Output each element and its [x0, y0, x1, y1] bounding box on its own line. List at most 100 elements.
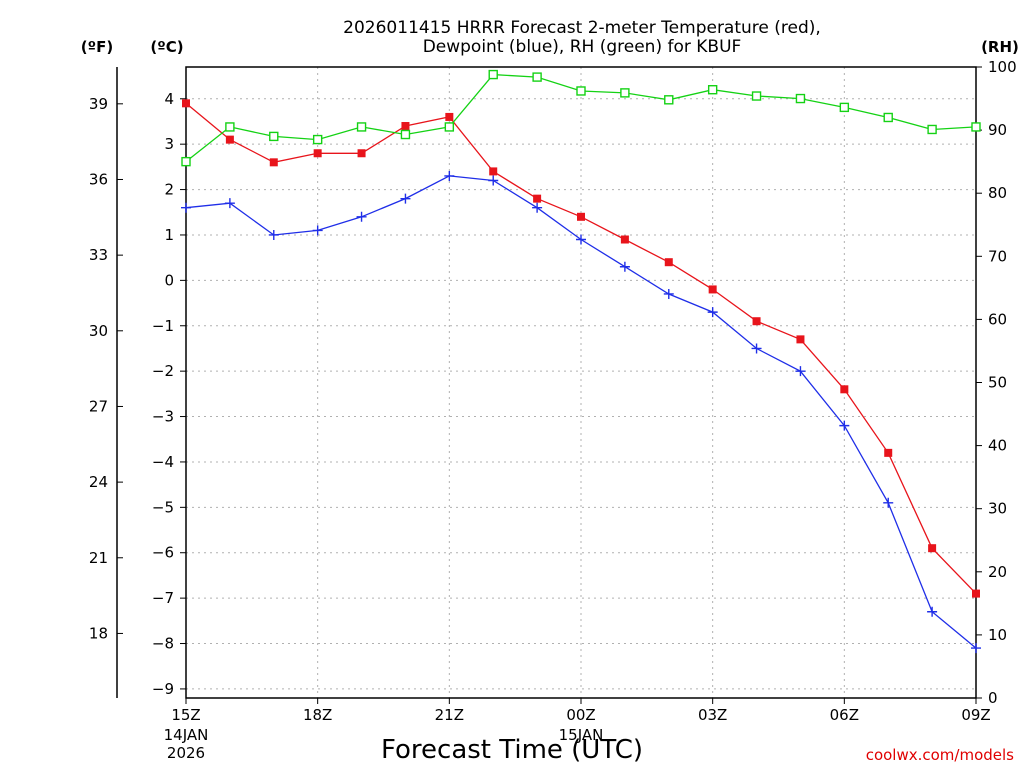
- x-tick-date-label: 15JAN: [559, 726, 604, 744]
- temperature-point: [972, 589, 980, 598]
- axes: 43210−1−2−3−4−5−6−7−8−939363330272421181…: [89, 58, 1017, 762]
- chart-title-line2: Dewpoint (blue), RH (green) for KBUF: [423, 37, 742, 57]
- fahrenheit-tick-label: 18: [89, 624, 108, 642]
- celsius-tick-label: −2: [152, 362, 174, 380]
- rh-point: [971, 122, 981, 132]
- fahrenheit-tick-label: 39: [89, 95, 108, 113]
- celsius-tick-label: −8: [152, 635, 174, 653]
- x-tick-year-label: 2026: [167, 744, 205, 762]
- rh-point: [927, 124, 937, 135]
- rh-unit-label: (RH): [981, 38, 1019, 56]
- rh-tick-label: 100: [988, 58, 1017, 76]
- rh-point: [707, 85, 718, 95]
- rh-tick-label: 10: [988, 626, 1007, 644]
- rh-point: [488, 69, 498, 80]
- x-tick-label: 21Z: [435, 706, 464, 724]
- temperature-point: [401, 122, 410, 131]
- fahrenheit-tick-label: 27: [89, 397, 108, 415]
- rh-tick-label: 90: [988, 121, 1007, 139]
- celsius-tick-label: 1: [164, 226, 174, 244]
- rh-point: [795, 93, 806, 104]
- temperature-point: [313, 149, 322, 158]
- dewpoint-point: [795, 366, 806, 377]
- chart-title-line1: 2026011415 HRRR Forecast 2-meter Tempera…: [343, 18, 821, 38]
- temperature-point: [664, 258, 673, 267]
- x-tick-label: 06Z: [830, 706, 859, 724]
- dewpoint-point: [444, 170, 455, 181]
- dewpoint-point: [576, 234, 586, 245]
- x-axis-title: Forecast Time (UTC): [381, 735, 643, 765]
- dewpoint-point: [532, 202, 543, 213]
- dewpoint-point: [883, 497, 894, 508]
- dewpoint-point: [619, 261, 630, 272]
- rh-point: [400, 129, 411, 140]
- rh-point: [576, 86, 586, 96]
- fahrenheit-unit-label: (ºF): [81, 38, 113, 56]
- celsius-unit-label: (ºC): [150, 38, 183, 56]
- celsius-tick-label: −6: [152, 544, 174, 562]
- fahrenheit-tick-label: 21: [89, 549, 108, 567]
- celsius-tick-label: 2: [164, 181, 174, 199]
- fahrenheit-tick-label: 24: [89, 473, 108, 491]
- celsius-tick-label: −5: [152, 498, 174, 516]
- rh-tick-label: 70: [988, 247, 1007, 265]
- rh-point: [883, 112, 893, 123]
- dewpoint-point: [224, 198, 235, 209]
- rh-tick-label: 0: [988, 689, 998, 707]
- rh-point: [356, 122, 367, 132]
- rh-point: [444, 122, 455, 132]
- celsius-tick-label: −1: [152, 317, 174, 335]
- fahrenheit-tick-label: 33: [89, 246, 108, 264]
- rh-tick-label: 50: [988, 374, 1007, 392]
- rh-point: [532, 72, 542, 82]
- celsius-tick-label: −3: [152, 408, 174, 426]
- rh-point: [664, 95, 674, 105]
- temperature-point: [577, 212, 585, 221]
- rh-tick-label: 60: [988, 310, 1007, 328]
- rh-tick-label: 20: [988, 563, 1007, 581]
- dewpoint-point: [400, 193, 411, 204]
- rh-tick-label: 80: [988, 184, 1007, 202]
- credit-text: coolwx.com/models: [866, 746, 1014, 764]
- dewpoint-point: [181, 202, 191, 213]
- celsius-tick-label: −7: [152, 589, 174, 607]
- temperature-point: [357, 149, 366, 158]
- dewpoint-point: [927, 606, 938, 617]
- celsius-tick-label: −9: [152, 680, 174, 698]
- dewpoint-point: [707, 307, 718, 318]
- temperature-point: [225, 135, 234, 144]
- rh-point: [620, 88, 630, 98]
- rh-point: [225, 122, 235, 132]
- dewpoint-point: [751, 343, 762, 354]
- temperature-point: [445, 112, 454, 121]
- x-tick-label: 09Z: [961, 706, 990, 724]
- fahrenheit-tick-label: 30: [89, 322, 108, 340]
- x-tick-label: 00Z: [566, 706, 595, 724]
- rh-point: [181, 156, 191, 167]
- temperature-point: [489, 167, 498, 176]
- temperature-point: [620, 235, 629, 244]
- rh-point: [269, 131, 279, 142]
- x-tick-label: 15Z: [171, 706, 200, 724]
- temperature-point: [928, 544, 937, 553]
- temperature-point: [182, 99, 190, 108]
- temperature-point: [840, 385, 849, 394]
- dewpoint-point: [839, 420, 850, 431]
- temperature-point: [533, 194, 542, 203]
- x-tick-label: 03Z: [698, 706, 727, 724]
- rh-point: [839, 102, 850, 113]
- dewpoint-point: [356, 211, 367, 222]
- dewpoint-point: [488, 175, 499, 186]
- rh-tick-label: 40: [988, 437, 1007, 455]
- rh-point: [312, 134, 323, 145]
- temperature-point: [796, 335, 805, 344]
- x-tick-date-label: 14JAN: [164, 726, 209, 744]
- temperature-point: [752, 317, 761, 326]
- dewpoint-point: [268, 229, 279, 240]
- plot-frame: [185, 66, 977, 699]
- dewpoint-point: [663, 288, 674, 299]
- celsius-tick-label: 3: [164, 135, 174, 153]
- temperature-point: [884, 448, 893, 457]
- fahrenheit-tick-label: 36: [89, 170, 108, 188]
